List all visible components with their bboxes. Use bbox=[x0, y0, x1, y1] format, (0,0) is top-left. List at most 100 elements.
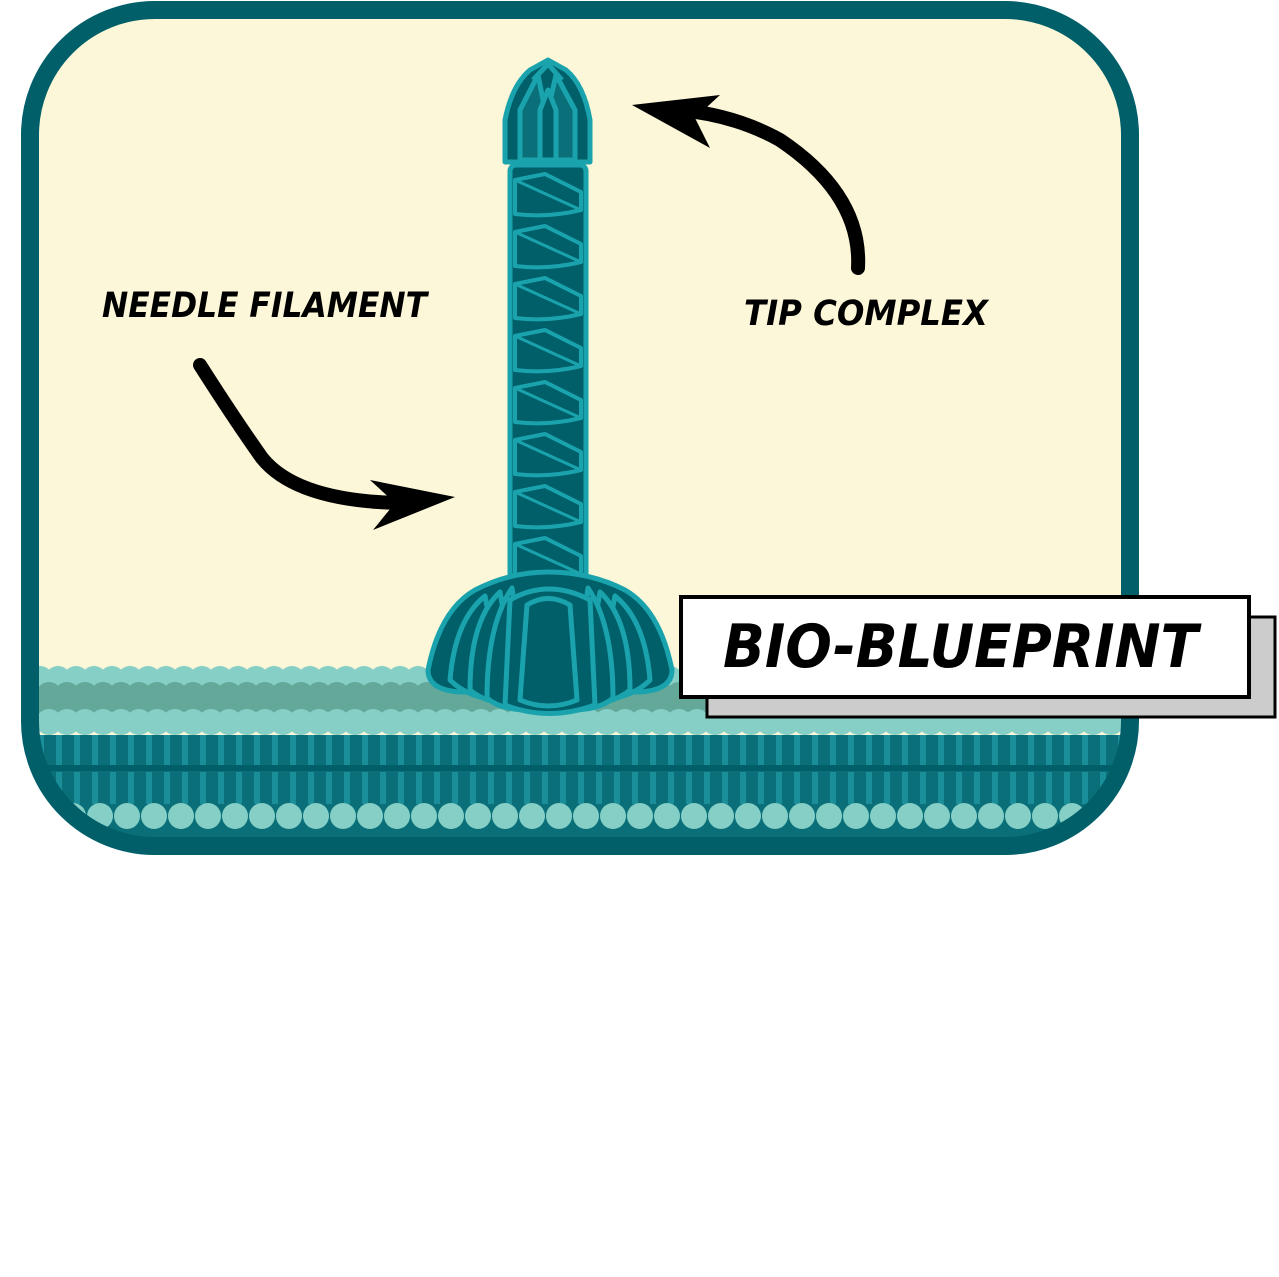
lipid-tail bbox=[532, 735, 536, 767]
lipid-head bbox=[789, 803, 815, 829]
lipid-tail bbox=[92, 735, 98, 767]
lipid-head bbox=[249, 803, 275, 829]
lipid-head bbox=[414, 709, 440, 735]
lipid-tail bbox=[812, 735, 818, 767]
needle-complex-icon bbox=[425, 57, 675, 716]
lipid-tail bbox=[370, 735, 374, 767]
lipid-tail bbox=[1036, 735, 1040, 767]
lipid-tail bbox=[1064, 735, 1070, 767]
lipid-head bbox=[90, 709, 116, 735]
lipid-tail bbox=[884, 772, 890, 804]
lipid-tail bbox=[416, 735, 422, 767]
lipid-tail bbox=[496, 772, 500, 804]
lipid-tail bbox=[298, 735, 302, 767]
lipid-tail bbox=[856, 735, 860, 767]
lipid-tail bbox=[326, 772, 332, 804]
lipid-tail bbox=[362, 735, 368, 767]
lipid-head bbox=[288, 709, 314, 735]
lipid-tail bbox=[64, 735, 68, 767]
lipid-tail bbox=[1046, 772, 1052, 804]
lipid-tail bbox=[190, 772, 194, 804]
lipid-tail bbox=[280, 772, 284, 804]
lipid-tail bbox=[794, 772, 800, 804]
lipid-tail bbox=[992, 735, 998, 767]
lipid-tail bbox=[640, 735, 644, 767]
lipid-tail bbox=[200, 772, 206, 804]
needle-filament-shaft bbox=[507, 162, 589, 588]
lipid-head bbox=[252, 709, 278, 735]
tip-complex-shape bbox=[502, 57, 593, 165]
lipid-tail bbox=[784, 772, 788, 804]
lipid-tail bbox=[470, 735, 476, 767]
lipid-head bbox=[1032, 803, 1058, 829]
lipid-tail bbox=[586, 772, 590, 804]
lipid-head bbox=[465, 803, 491, 829]
lipid-tail bbox=[478, 772, 482, 804]
lipid-tail bbox=[1036, 772, 1040, 804]
lipid-tail bbox=[380, 772, 386, 804]
lipid-tail bbox=[542, 735, 548, 767]
lipid-tail bbox=[1028, 772, 1034, 804]
lipid-tail bbox=[514, 772, 518, 804]
lipid-tail bbox=[542, 772, 548, 804]
lipid-tail bbox=[352, 735, 356, 767]
lipid-tail bbox=[146, 772, 152, 804]
lipid-head bbox=[558, 709, 584, 735]
lipid-tail bbox=[154, 772, 158, 804]
lipid-tail bbox=[838, 735, 842, 767]
lipid-tail bbox=[262, 735, 266, 767]
lipid-head bbox=[870, 803, 896, 829]
lipid-tail bbox=[398, 735, 404, 767]
lipid-tail bbox=[416, 772, 422, 804]
lipid-tail bbox=[1028, 735, 1034, 767]
lipid-tail bbox=[820, 772, 824, 804]
lipid-head bbox=[594, 709, 620, 735]
lipid-tail bbox=[488, 772, 494, 804]
lipid-tail bbox=[938, 735, 944, 767]
lipid-tail bbox=[128, 772, 134, 804]
lipid-tail bbox=[740, 772, 746, 804]
arrow-to-needle-filament bbox=[193, 358, 455, 530]
lipid-tail bbox=[946, 772, 950, 804]
lipid-tail bbox=[938, 772, 944, 804]
lipid-tail bbox=[406, 735, 410, 767]
lipid-head bbox=[126, 709, 152, 735]
filament-helix-line bbox=[514, 178, 582, 212]
lipid-tail bbox=[110, 772, 116, 804]
lipid-tail bbox=[524, 772, 530, 804]
lipid-head bbox=[162, 709, 188, 735]
lipid-tail bbox=[830, 735, 836, 767]
lipid-tail bbox=[280, 735, 284, 767]
lipid-tail bbox=[884, 735, 890, 767]
lipid-tail bbox=[1010, 772, 1016, 804]
lipid-head bbox=[114, 803, 140, 829]
lipid-tail bbox=[794, 735, 800, 767]
lipid-tail bbox=[910, 735, 914, 767]
lipid-tail bbox=[550, 772, 554, 804]
lipid-tail bbox=[208, 735, 212, 767]
lipid-tail bbox=[1082, 735, 1088, 767]
filament-helix-line bbox=[514, 282, 582, 316]
lipid-tail bbox=[640, 772, 644, 804]
lipid-tail bbox=[686, 735, 692, 767]
lipid-tail bbox=[712, 735, 716, 767]
lipid-tail bbox=[902, 735, 908, 767]
lipid-tail bbox=[596, 735, 602, 767]
lipid-tail bbox=[928, 772, 932, 804]
lipid-tail bbox=[604, 772, 608, 804]
lipid-tail bbox=[892, 772, 896, 804]
lipid-tail bbox=[1018, 735, 1022, 767]
lipid-tail bbox=[848, 735, 854, 767]
lipid-tail bbox=[622, 735, 626, 767]
lipid-tail bbox=[982, 735, 986, 767]
lipid-tail bbox=[298, 772, 302, 804]
arrow-to-tip-complex bbox=[632, 95, 866, 275]
lipid-tail bbox=[424, 735, 428, 767]
lipid-tail bbox=[658, 735, 662, 767]
lipid-tail bbox=[460, 735, 464, 767]
lipid-head bbox=[342, 709, 368, 735]
lipid-tail bbox=[344, 735, 350, 767]
filament-helix-line bbox=[514, 542, 582, 576]
lipid-tail bbox=[334, 772, 338, 804]
lipid-tail bbox=[208, 772, 212, 804]
